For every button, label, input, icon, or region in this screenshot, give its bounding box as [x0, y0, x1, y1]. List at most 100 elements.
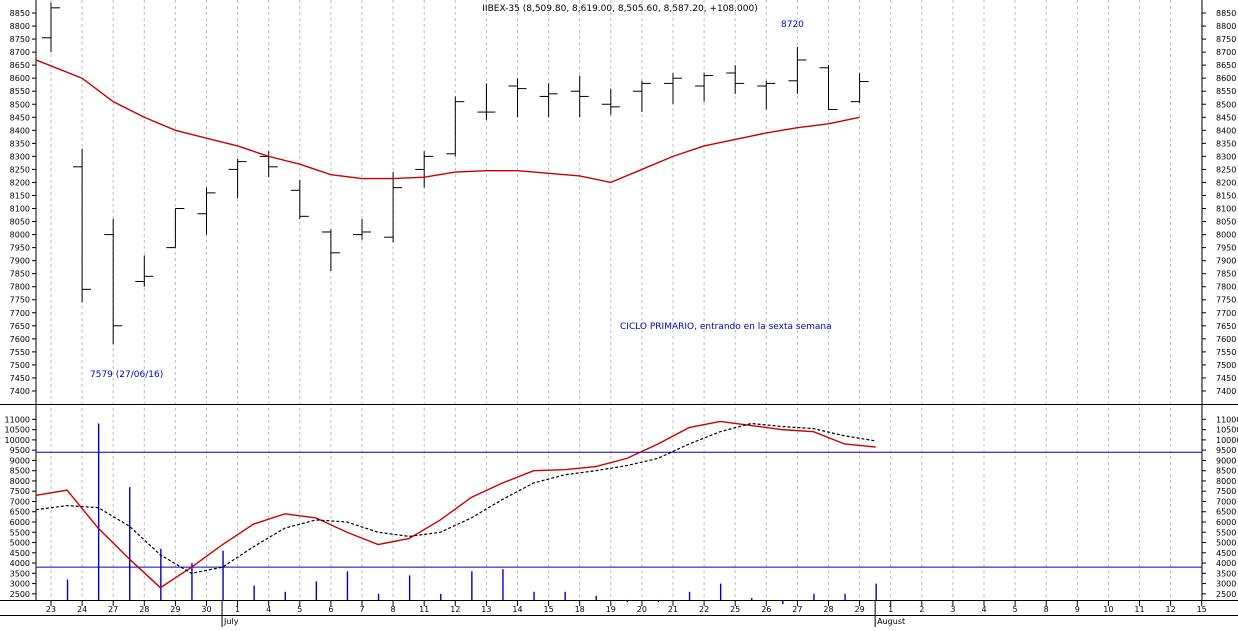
- osc-tick-label-right: 9000: [1216, 456, 1236, 465]
- price-tick-label-left: 8800: [10, 22, 30, 31]
- price-tick-label-left: 7900: [10, 257, 30, 266]
- date-tick-label: 5: [1013, 605, 1018, 614]
- date-tick-label: 4: [981, 605, 986, 614]
- ohlc-bar: [197, 187, 216, 235]
- price-tick-label-left: 7700: [10, 309, 30, 318]
- price-tick-label-right: 8850: [1216, 9, 1236, 18]
- osc-tick-label-left: 7000: [10, 497, 30, 506]
- date-tick-label: 15: [544, 605, 554, 614]
- price-tick-label-right: 8550: [1216, 87, 1236, 96]
- ohlc-bar: [321, 229, 340, 272]
- date-tick-label: 20: [637, 605, 647, 614]
- osc-tick-label-right: 3000: [1216, 580, 1236, 589]
- ohlc-bar: [384, 172, 403, 243]
- date-tick-label: 19: [606, 605, 616, 614]
- price-tick-label-right: 8100: [1216, 205, 1236, 214]
- date-tick-label: 21: [668, 605, 678, 614]
- ohlc-bar: [477, 83, 496, 120]
- price-tick-label-right: 8650: [1216, 61, 1236, 70]
- osc-tick-label-left: 2500: [10, 590, 30, 599]
- date-tick-label: 9: [1075, 605, 1080, 614]
- osc-tick-label-left: 11000: [5, 415, 30, 424]
- ohlc-bar: [290, 179, 309, 219]
- date-tick-label: 23: [46, 605, 56, 614]
- ohlc-bar: [726, 65, 745, 94]
- date-tick-label: 7: [359, 605, 364, 614]
- date-tick-label: 15: [1197, 605, 1207, 614]
- price-tick-label-right: 7750: [1216, 296, 1236, 305]
- price-tick-label-right: 7650: [1216, 322, 1236, 331]
- osc-tick-label-right: 8000: [1216, 477, 1236, 486]
- date-tick-label: 8: [391, 605, 396, 614]
- osc-tick-label-right: 6000: [1216, 518, 1236, 527]
- osc-tick-label-right: 9500: [1216, 446, 1236, 455]
- price-tick-label-right: 8800: [1216, 22, 1236, 31]
- ohlc-bar: [850, 73, 869, 103]
- date-tick-label: 2: [919, 605, 924, 614]
- low-annotation: 7579 (27/06/16): [90, 370, 163, 380]
- date-tick-label: 27: [108, 605, 118, 614]
- date-tick-label: 30: [201, 605, 211, 614]
- date-tick-label: 3: [950, 605, 955, 614]
- date-tick-label: 28: [823, 605, 833, 614]
- osc-tick-label-left: 10500: [5, 426, 30, 435]
- moving-average-line: [35, 59, 860, 184]
- ohlc-bar: [446, 96, 465, 157]
- osc-tick-label-right: 10000: [1216, 436, 1238, 445]
- osc-tick-label-left: 9500: [10, 446, 30, 455]
- price-tick-label-left: 7550: [10, 348, 30, 357]
- price-tick-label-left: 8350: [10, 139, 30, 148]
- date-tick-label: 18: [575, 605, 585, 614]
- price-tick-label-right: 7700: [1216, 309, 1236, 318]
- ohlc-bar: [104, 218, 123, 345]
- ohlc-bar: [819, 65, 838, 110]
- osc-tick-label-left: 8000: [10, 477, 30, 486]
- ohlc-bar: [228, 158, 247, 199]
- signal-line: [35, 422, 876, 574]
- price-tick-label-right: 7550: [1216, 348, 1236, 357]
- grid-layer: [50, 0, 1203, 600]
- osc-tick-label-right: 6500: [1216, 508, 1236, 517]
- osc-tick-label-right: 7500: [1216, 487, 1236, 496]
- price-tick-label-left: 8700: [10, 48, 30, 57]
- osc-tick-label-right: 4000: [1216, 559, 1236, 568]
- price-tick-label-left: 8550: [10, 87, 30, 96]
- date-tick-label: 27: [792, 605, 802, 614]
- price-tick-label-right: 8400: [1216, 126, 1236, 135]
- price-tick-label-left: 8500: [10, 100, 30, 109]
- date-tick-label: 1: [235, 605, 240, 614]
- price-tick-label-left: 7450: [10, 374, 30, 383]
- osc-tick-label-right: 3500: [1216, 569, 1236, 578]
- osc-tick-label-left: 5000: [10, 539, 30, 548]
- date-tick-label: 26: [761, 605, 771, 614]
- oscillator-line: [35, 420, 876, 589]
- price-tick-label-left: 8650: [10, 61, 30, 70]
- price-tick-label-right: 7800: [1216, 283, 1236, 292]
- ohlc-bar: [632, 80, 651, 113]
- price-tick-label-left: 7800: [10, 283, 30, 292]
- ohlc-bar: [353, 218, 371, 240]
- ohlc-bar: [166, 208, 185, 249]
- price-tick-label-left: 8250: [10, 165, 30, 174]
- date-tick-label: 24: [77, 605, 87, 614]
- date-tick-label: 10: [1103, 605, 1113, 614]
- price-tick-label-right: 8450: [1216, 113, 1236, 122]
- ohlc-bar: [73, 148, 92, 303]
- osc-tick-label-right: 5500: [1216, 528, 1236, 537]
- ohlc-bar: [788, 46, 807, 94]
- price-tick-label-left: 7750: [10, 296, 30, 305]
- price-tick-label-right: 8300: [1216, 152, 1236, 161]
- price-tick-label-right: 8150: [1216, 191, 1236, 200]
- price-tick-label-left: 8150: [10, 191, 30, 200]
- ohlc-bar: [259, 151, 278, 178]
- osc-tick-label-right: 5000: [1216, 539, 1236, 548]
- date-tick-label: 29: [170, 605, 180, 614]
- price-tick-label-right: 7450: [1216, 374, 1236, 383]
- price-tick-label-right: 8050: [1216, 218, 1236, 227]
- osc-tick-label-left: 7500: [10, 487, 30, 496]
- price-tick-label-right: 8250: [1216, 165, 1236, 174]
- price-tick-label-right: 8200: [1216, 178, 1236, 187]
- osc-tick-label-right: 11000: [1216, 415, 1238, 424]
- ohlc-bar: [664, 72, 682, 105]
